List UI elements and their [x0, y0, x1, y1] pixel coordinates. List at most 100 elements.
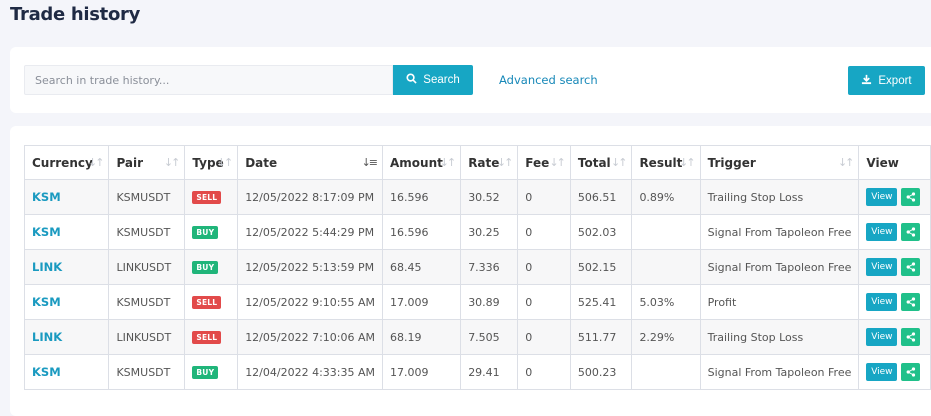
trigger-cell: Trailing Stop Loss: [699, 179, 860, 215]
sort-icon: ↓↑: [496, 156, 514, 169]
share-icon: [906, 365, 916, 378]
share-icon: [906, 295, 916, 308]
column-header-pair[interactable]: Pair ↓↑: [108, 145, 186, 180]
result-cell: [631, 249, 701, 285]
trigger-cell: Profit: [699, 284, 860, 320]
sort-descending-icon: ↓≡: [361, 156, 379, 169]
type-cell: SELL: [184, 179, 239, 215]
date-cell: 12/05/2022 9:10:55 AM: [237, 284, 384, 320]
column-header-amount[interactable]: Amount ↓↑: [382, 145, 462, 180]
column-header-view: View: [858, 145, 931, 180]
download-icon: [861, 74, 872, 88]
sort-icon: ↓↑: [611, 156, 628, 169]
currency-link[interactable]: KSM: [32, 190, 61, 204]
currency-link[interactable]: LINK: [32, 260, 63, 274]
column-header-result[interactable]: Result ↓↑: [631, 145, 701, 180]
share-button[interactable]: [901, 293, 921, 311]
share-button[interactable]: [901, 188, 921, 206]
share-button[interactable]: [901, 258, 921, 276]
currency-link[interactable]: LINK: [32, 330, 63, 344]
amount-cell: 68.19: [382, 319, 462, 355]
currency-cell: KSM: [23, 214, 110, 250]
sort-icon: ↓↑: [549, 156, 566, 169]
column-header-type[interactable]: Type ↓↑: [184, 145, 239, 180]
view-cell: View: [858, 354, 931, 390]
view-button[interactable]: View: [866, 223, 898, 241]
column-header-date[interactable]: Date ↓≡: [237, 145, 384, 180]
sort-icon: ↓↑: [837, 156, 855, 169]
currency-link[interactable]: KSM: [32, 295, 61, 309]
share-icon: [906, 260, 916, 273]
view-button[interactable]: View: [866, 258, 898, 276]
column-header-fee[interactable]: Fee ↓↑: [517, 145, 571, 180]
view-cell: View: [858, 319, 931, 355]
date-cell: 12/05/2022 7:10:06 AM: [237, 319, 384, 355]
column-header-trigger[interactable]: Trigger ↓↑: [699, 145, 860, 180]
date-cell: 12/05/2022 5:13:59 PM: [237, 249, 384, 285]
total-cell: 502.15: [569, 249, 633, 285]
share-button[interactable]: [901, 363, 921, 381]
export-button[interactable]: Export: [848, 66, 925, 95]
sort-icon: ↓↑: [88, 156, 105, 169]
amount-cell: 16.596: [382, 179, 462, 215]
fee-cell: 0: [517, 319, 571, 355]
type-badge: BUY: [192, 225, 219, 239]
search-button[interactable]: Search: [393, 65, 473, 95]
amount-cell: 68.45: [382, 249, 462, 285]
amount-cell: 17.009: [382, 354, 462, 390]
pair-cell: KSMUSDT: [108, 214, 186, 250]
currency-link[interactable]: KSM: [32, 225, 61, 239]
pair-cell: KSMUSDT: [108, 179, 186, 215]
rate-cell: 30.89: [460, 284, 519, 320]
total-cell: 525.41: [569, 284, 633, 320]
view-cell: View: [858, 179, 931, 215]
table-row: KSM KSMUSDT SELL 12/05/2022 9:10:55 AM 17.00…: [23, 284, 931, 320]
advanced-search-link[interactable]: Advanced search: [499, 73, 598, 87]
view-cell: View: [858, 214, 931, 250]
fee-cell: 0: [517, 354, 571, 390]
sort-icon: ↓↑: [216, 156, 234, 169]
date-cell: 12/05/2022 8:17:09 PM: [237, 179, 384, 215]
table-header-row: Currency ↓↑ Pair ↓↑ Type ↓↑ Date ↓≡ Amount ↓↑…: [23, 145, 931, 180]
rate-cell: 7.505: [460, 319, 519, 355]
page-title: Trade history: [10, 4, 141, 25]
share-icon: [906, 190, 916, 203]
rate-cell: 29.41: [460, 354, 519, 390]
sort-icon: ↓↑: [439, 156, 457, 169]
export-button-label: Export: [878, 74, 912, 87]
result-cell: 0.89%: [631, 179, 701, 215]
table-row: KSM KSMUSDT BUY 12/04/2022 4:33:35 AM 17.009…: [23, 354, 931, 390]
currency-cell: LINK: [23, 319, 110, 355]
currency-cell: KSM: [23, 284, 110, 320]
table-row: LINK LINKUSDT BUY 12/05/2022 5:13:59 PM 68.4…: [23, 249, 931, 285]
column-header-total[interactable]: Total ↓↑: [569, 145, 633, 180]
share-button[interactable]: [901, 223, 921, 241]
rate-cell: 30.52: [460, 179, 519, 215]
type-cell: SELL: [184, 284, 239, 320]
date-cell: 12/05/2022 5:44:29 PM: [237, 214, 384, 250]
total-cell: 500.23: [569, 354, 633, 390]
trigger-cell: Signal From Tapoleon Free: [699, 354, 860, 390]
table-row: KSM KSMUSDT BUY 12/05/2022 5:44:29 PM 16.596…: [23, 214, 931, 250]
table-row: LINK LINKUSDT SELL 12/05/2022 7:10:06 AM 68.…: [23, 319, 931, 355]
view-button[interactable]: View: [866, 293, 898, 311]
pair-cell: LINKUSDT: [108, 249, 186, 285]
type-cell: BUY: [184, 214, 239, 250]
currency-cell: KSM: [23, 354, 110, 390]
search-input[interactable]: [24, 65, 393, 95]
result-cell: 2.29%: [631, 319, 701, 355]
view-cell: View: [858, 284, 931, 320]
fee-cell: 0: [517, 249, 571, 285]
pair-cell: LINKUSDT: [108, 319, 186, 355]
pair-cell: KSMUSDT: [108, 354, 186, 390]
view-button[interactable]: View: [866, 363, 898, 381]
column-header-currency[interactable]: Currency ↓↑: [23, 145, 110, 180]
view-button[interactable]: View: [866, 188, 898, 206]
currency-link[interactable]: KSM: [32, 365, 61, 379]
view-button[interactable]: View: [866, 328, 898, 346]
column-header-rate[interactable]: Rate ↓↑: [460, 145, 519, 180]
amount-cell: 17.009: [382, 284, 462, 320]
share-button[interactable]: [901, 328, 921, 346]
trigger-cell: Signal From Tapoleon Free: [699, 249, 860, 285]
rate-cell: 7.336: [460, 249, 519, 285]
